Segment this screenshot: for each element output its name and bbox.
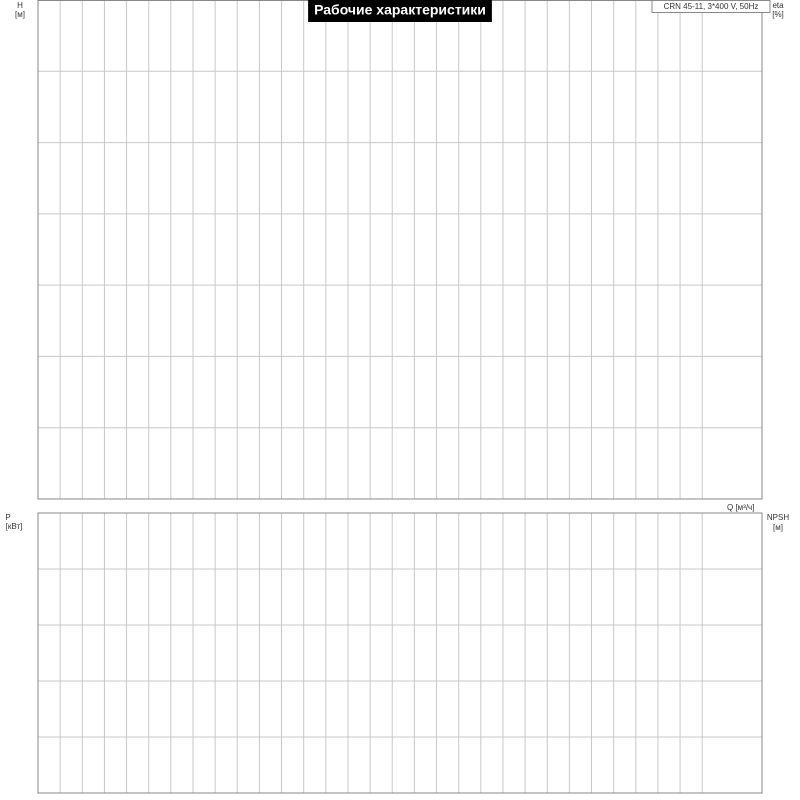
y2-axis-unit: [%] [772,10,784,19]
y-axis-unit: [кВт] [6,522,23,531]
y2-axis-label: eta [772,1,784,10]
plot-frame [37,512,763,794]
annotation-box [651,0,771,13]
x-axis-label: Q [м³/ч] [727,503,754,512]
annotation: CRN 45-11, 3*400 V, 50Hz [664,2,759,11]
plot-frame [37,0,763,500]
y2-axis-label: NPSH [767,513,789,522]
chart-title: Рабочие характеристики [314,2,486,18]
y-axis-label: P [5,513,10,522]
y2-axis-unit: [м]0246810121416182022242628303234363840… [773,523,783,532]
y-axis-unit: [м] [15,10,25,19]
title-box [308,0,492,22]
y-axis-label: H [17,1,23,10]
